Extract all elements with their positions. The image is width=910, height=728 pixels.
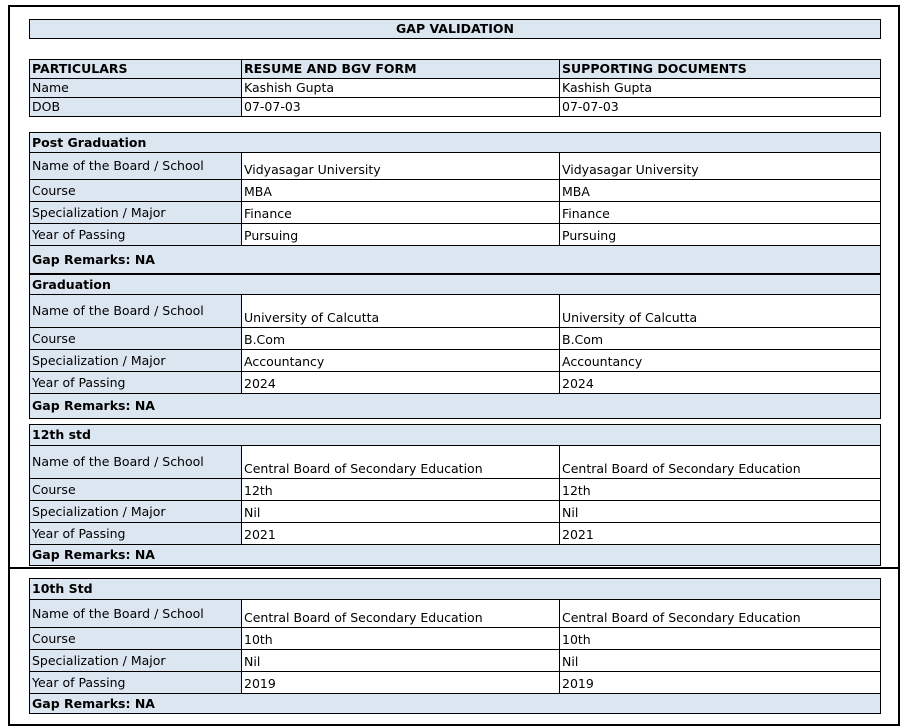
row-value: Kashish Gupta	[559, 78, 881, 98]
column-header: RESUME AND BGV FORM	[241, 59, 560, 79]
section-table: Graduation Name of the Board / School Univ…	[29, 274, 881, 419]
table-row: Specialization / Major Accountancy Account…	[29, 349, 881, 372]
row-label: Course	[29, 179, 242, 202]
table-row: Course 10th 10th	[29, 627, 881, 650]
row-value: Central Board of Secondary Education	[559, 445, 881, 479]
row-value: Pursuing	[241, 223, 560, 246]
row-value: B.Com	[559, 327, 881, 350]
page-title: GAP VALIDATION	[29, 19, 881, 39]
column-header: PARTICULARS	[29, 59, 242, 79]
table-row: Course B.Com B.Com	[29, 327, 881, 350]
gap-remarks: Gap Remarks: NA	[29, 245, 881, 274]
gap-remarks: Gap Remarks: NA	[29, 393, 881, 419]
row-value: 2019	[559, 671, 881, 694]
row-value: Nil	[241, 649, 560, 672]
row-value: University of Calcutta	[241, 294, 560, 328]
page-frame-2	[8, 567, 900, 726]
table-row: Name of the Board / School Vidyasagar Uni…	[29, 152, 881, 180]
row-label: Specialization / Major	[29, 349, 242, 372]
row-label: Year of Passing	[29, 671, 242, 694]
row-value: Vidyasagar University	[559, 152, 881, 180]
row-value: Central Board of Secondary Education	[559, 599, 881, 628]
section-heading: Graduation	[29, 274, 881, 295]
row-value: 2024	[241, 371, 560, 394]
table-row: Year of Passing Pursuing Pursuing	[29, 223, 881, 246]
table-row: Name of the Board / School University of …	[29, 294, 881, 328]
title-bar: GAP VALIDATION	[29, 19, 881, 39]
section-table: Post Graduation Name of the Board / Schoo…	[29, 132, 881, 274]
row-value: 10th	[559, 627, 881, 650]
row-value: MBA	[559, 179, 881, 202]
table-row: Course MBA MBA	[29, 179, 881, 202]
row-label: Year of Passing	[29, 522, 242, 545]
row-value: University of Calcutta	[559, 294, 881, 328]
gap-remarks: Gap Remarks: NA	[29, 693, 881, 714]
row-value: Pursuing	[559, 223, 881, 246]
table-row: Year of Passing 2024 2024	[29, 371, 881, 394]
section-table: 10th Std Name of the Board / School Centra…	[29, 578, 881, 714]
row-value: Nil	[559, 500, 881, 523]
row-value: Accountancy	[241, 349, 560, 372]
column-header: SUPPORTING DOCUMENTS	[559, 59, 881, 79]
row-value: 07-07-03	[241, 97, 560, 117]
gap-remarks: Gap Remarks: NA	[29, 544, 881, 566]
row-label: Name	[29, 78, 242, 98]
section-table: 12th std Name of the Board / School Centra…	[29, 424, 881, 566]
row-value: Accountancy	[559, 349, 881, 372]
table-row: Specialization / Major Finance Finance	[29, 201, 881, 224]
row-value: Vidyasagar University	[241, 152, 560, 180]
table-row: Name of the Board / School Central Board …	[29, 599, 881, 628]
row-label: Specialization / Major	[29, 201, 242, 224]
row-value: MBA	[241, 179, 560, 202]
section-heading: 10th Std	[29, 578, 881, 600]
row-value: Kashish Gupta	[241, 78, 560, 98]
row-value: Nil	[559, 649, 881, 672]
row-value: Central Board of Secondary Education	[241, 445, 560, 479]
row-value: 2024	[559, 371, 881, 394]
table-row: Name of the Board / School Central Board …	[29, 445, 881, 479]
table-row: Specialization / Major Nil Nil	[29, 500, 881, 523]
row-value: 2021	[559, 522, 881, 545]
row-value: Central Board of Secondary Education	[241, 599, 560, 628]
row-label: Name of the Board / School	[29, 294, 242, 328]
row-value: B.Com	[241, 327, 560, 350]
row-value: Finance	[241, 201, 560, 224]
row-label: DOB	[29, 97, 242, 117]
row-label: Specialization / Major	[29, 649, 242, 672]
row-value: 10th	[241, 627, 560, 650]
row-label: Course	[29, 327, 242, 350]
table-row: DOB 07-07-03 07-07-03	[29, 97, 881, 117]
table-row: Specialization / Major Nil Nil	[29, 649, 881, 672]
row-value: Nil	[241, 500, 560, 523]
row-label: Year of Passing	[29, 223, 242, 246]
row-value: 07-07-03	[559, 97, 881, 117]
table-row: Year of Passing 2021 2021	[29, 522, 881, 545]
section-heading: Post Graduation	[29, 132, 881, 153]
row-label: Specialization / Major	[29, 500, 242, 523]
row-value: 2019	[241, 671, 560, 694]
row-label: Name of the Board / School	[29, 152, 242, 180]
row-value: 12th	[241, 478, 560, 501]
row-label: Name of the Board / School	[29, 599, 242, 628]
row-label: Course	[29, 478, 242, 501]
section-heading: 12th std	[29, 424, 881, 446]
row-label: Name of the Board / School	[29, 445, 242, 479]
row-value: 2021	[241, 522, 560, 545]
table-row: Year of Passing 2019 2019	[29, 671, 881, 694]
row-value: 12th	[559, 478, 881, 501]
table-row: Name Kashish Gupta Kashish Gupta	[29, 78, 881, 98]
table-row: Course 12th 12th	[29, 478, 881, 501]
particulars-table: PARTICULARS RESUME AND BGV FORM SUPPORTING…	[29, 59, 881, 117]
row-label: Year of Passing	[29, 371, 242, 394]
row-value: Finance	[559, 201, 881, 224]
row-label: Course	[29, 627, 242, 650]
